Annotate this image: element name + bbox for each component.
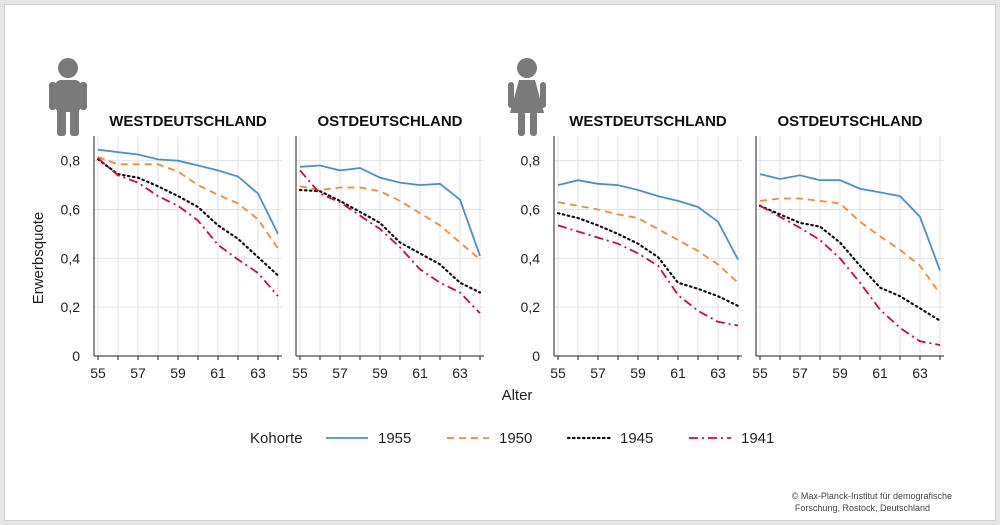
y-tick-label: 0,6	[61, 201, 81, 217]
y-tick-label: 0,6	[521, 201, 541, 217]
series-line-1945	[298, 188, 482, 294]
legend-label-1945: 1945	[620, 430, 653, 447]
series-line-1941	[759, 205, 941, 346]
x-tick-label: 55	[292, 365, 308, 381]
male-person-icon	[49, 58, 87, 136]
series-line-1941	[97, 157, 279, 297]
panel-title: OSTDEUTSCHLAND	[318, 113, 463, 130]
x-tick-label: 59	[832, 365, 848, 381]
x-axis-label: Alter	[502, 387, 533, 404]
series-line-1955	[557, 179, 739, 260]
x-tick-label: 63	[250, 365, 266, 381]
series-line-1945	[556, 212, 740, 307]
x-tick-label: 59	[372, 365, 388, 381]
series-line-1945	[758, 204, 942, 322]
chart-panels: WESTDEUTSCHLAND 55 57 59 61 63 0 0,2 0,4 0,6 0,8 OS…	[61, 113, 944, 381]
series-line-1955	[299, 164, 481, 257]
female-person-icon	[508, 58, 546, 136]
y-tick-label: 0,8	[61, 153, 81, 169]
y-tick-label: 0,2	[61, 299, 81, 315]
legend-label-1941: 1941	[741, 430, 774, 447]
panel-3: WESTDEUTSCHLAND 55 57 59 61 63 0 0,2 0,4 0,6 0,8	[521, 113, 742, 381]
series-line-1941	[299, 169, 481, 314]
panel-1: WESTDEUTSCHLAND 55 57 59 61 63 0 0,2 0,4 0,6 0,8	[61, 113, 282, 381]
y-tick-label: 0	[532, 348, 540, 364]
legend-label-1950: 1950	[499, 430, 532, 447]
series-line-1950	[557, 201, 739, 284]
y-tick-label: 0,4	[521, 250, 541, 266]
panel-2: OSTDEUTSCHLAND 55 57 59 61 63	[292, 113, 484, 381]
legend-title: Kohorte	[250, 430, 303, 447]
chart-legend: Kohorte 1955 1950 1945 1941	[250, 430, 774, 447]
series-line-1950	[299, 185, 481, 261]
x-tick-label: 63	[452, 365, 468, 381]
credit-line-2: Forschung, Rostock, Deutschland	[795, 503, 930, 513]
x-tick-label: 57	[792, 365, 808, 381]
y-tick-label: 0,8	[521, 153, 541, 169]
legend-label-1955: 1955	[378, 430, 411, 447]
y-tick-label: 0,2	[521, 299, 541, 315]
y-tick-label: 0,4	[61, 250, 81, 266]
x-tick-label: 55	[752, 365, 768, 381]
panel-title: WESTDEUTSCHLAND	[109, 113, 267, 130]
x-tick-label: 57	[332, 365, 348, 381]
x-tick-label: 61	[872, 365, 888, 381]
x-tick-label: 61	[670, 365, 686, 381]
series-line-1950	[759, 197, 941, 295]
x-tick-label: 63	[710, 365, 726, 381]
chart-frame	[4, 4, 996, 521]
x-tick-label: 63	[912, 365, 928, 381]
y-axis-label: Erwerbsquote	[30, 212, 47, 305]
series-line-1955	[97, 148, 279, 235]
series-line-1941	[557, 224, 739, 327]
x-tick-label: 61	[412, 365, 428, 381]
x-tick-label: 57	[590, 365, 606, 381]
series-line-1955	[759, 173, 941, 271]
x-tick-label: 55	[550, 365, 566, 381]
series-line-1945	[96, 158, 280, 277]
x-tick-label: 59	[170, 365, 186, 381]
x-tick-label: 59	[630, 365, 646, 381]
panel-title: WESTDEUTSCHLAND	[569, 113, 727, 130]
x-tick-label: 57	[130, 365, 146, 381]
panel-4: OSTDEUTSCHLAND 55 57 59 61 63	[752, 113, 944, 381]
x-tick-label: 61	[210, 365, 226, 381]
y-tick-label: 0	[72, 348, 80, 364]
panel-title: OSTDEUTSCHLAND	[778, 113, 923, 130]
credit-line-1: © Max-Planck-Institut für demografische	[792, 491, 952, 501]
x-tick-label: 55	[90, 365, 106, 381]
